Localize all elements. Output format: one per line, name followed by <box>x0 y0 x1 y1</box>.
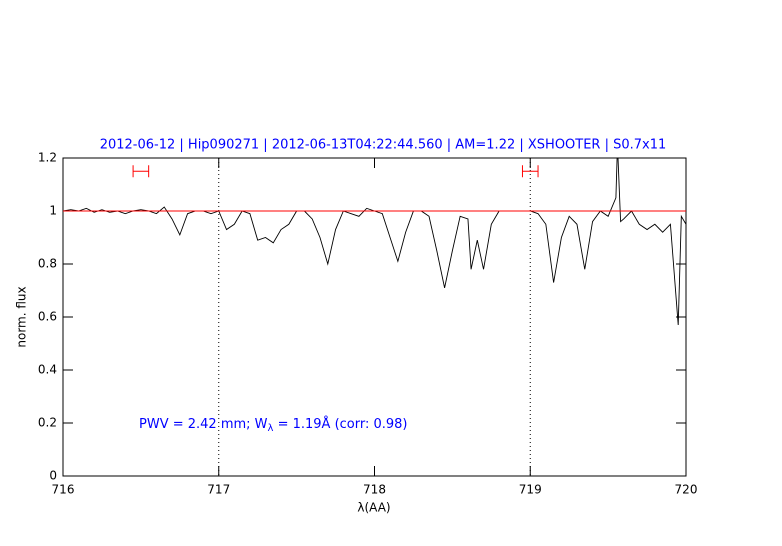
x-axis-label: λ(AA) <box>357 501 390 515</box>
x-tick-label: 716 <box>52 483 75 497</box>
y-tick-label: 0.6 <box>38 310 57 324</box>
annotation-text: PWV = 2.42 mm; W <box>139 417 268 432</box>
x-tick-label: 718 <box>363 483 386 497</box>
data-line <box>63 158 686 325</box>
chart-title: 2012-06-12 | Hip090271 | 2012-06-13T04:2… <box>100 138 667 153</box>
interval-marker <box>521 165 539 178</box>
y-tick-label: 0 <box>49 469 57 483</box>
x-tick-label: 720 <box>675 483 698 497</box>
x-tick-label: 717 <box>207 483 230 497</box>
y-axis-label: norm. flux <box>15 286 29 347</box>
y-tick-label: 0.2 <box>38 416 57 430</box>
annotation-subscript: λ <box>268 423 274 434</box>
y-tick-label: 0.4 <box>38 363 57 377</box>
plot-area <box>63 158 686 325</box>
y-tick-label: 1.2 <box>38 151 57 165</box>
interval-marker <box>132 165 150 178</box>
annotation: PWV = 2.42 mm; Wλ = 1.19Å (corr: 0.98) <box>139 416 408 435</box>
x-tick-label: 719 <box>519 483 542 497</box>
annotation-text: = 1.19Å (corr: 0.98) <box>273 416 407 432</box>
y-tick-label: 0.8 <box>38 257 57 271</box>
y-tick-label: 1 <box>49 204 57 218</box>
